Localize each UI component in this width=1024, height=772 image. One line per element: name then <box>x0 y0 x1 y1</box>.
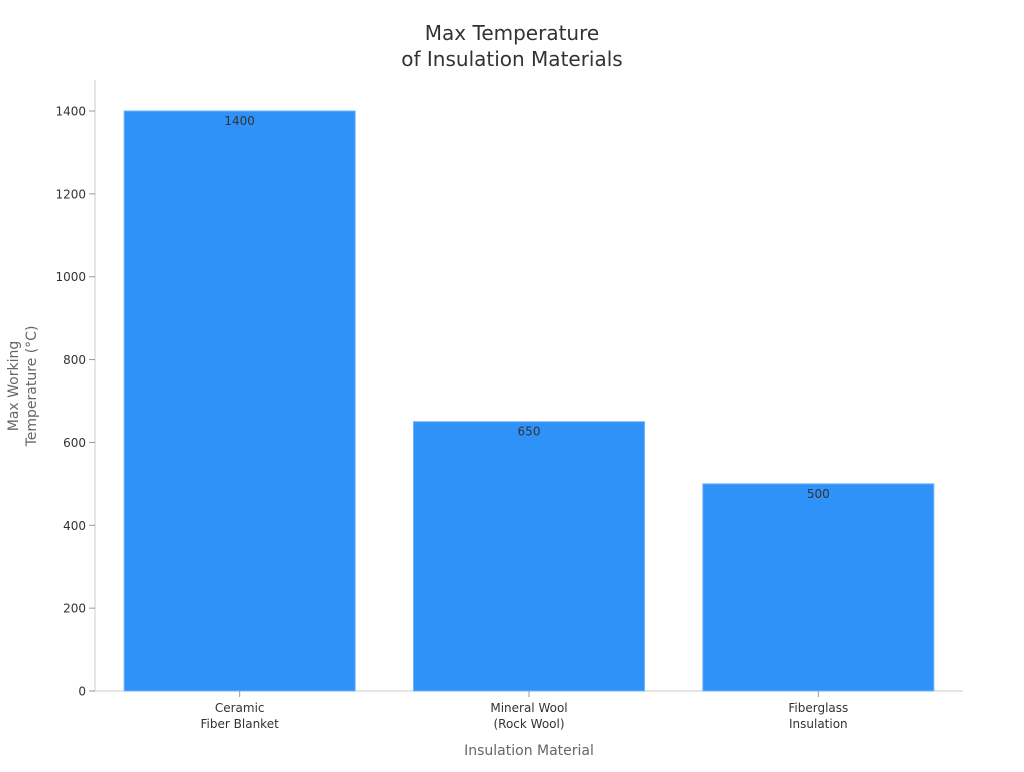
bar-data-label: 500 <box>807 487 830 501</box>
x-tick-label: Fiberglass <box>788 701 848 715</box>
y-tick-label: 400 <box>63 519 86 533</box>
x-tick-label: Fiber Blanket <box>201 717 280 731</box>
chart-title-line-2: of Insulation Materials <box>401 47 622 71</box>
y-axis-label: Max Working Temperature (°C) <box>6 326 40 448</box>
bar <box>702 483 935 692</box>
y-axis-label-line-1: Max Working <box>6 341 22 432</box>
x-axis-label: Insulation Material <box>464 743 594 759</box>
x-tick-label: Mineral Wool <box>490 701 567 715</box>
y-tick-label: 1000 <box>55 270 86 284</box>
x-tick-label: (Rock Wool) <box>493 717 564 731</box>
y-axis-label-line-2: Temperature (°C) <box>24 326 40 448</box>
y-tick-label: 800 <box>63 353 86 367</box>
y-tick-label: 200 <box>63 602 86 616</box>
y-tick-label: 0 <box>78 685 86 699</box>
bar-data-label: 650 <box>518 425 541 439</box>
x-tick-label: Ceramic <box>215 701 265 715</box>
y-tick-label: 600 <box>63 436 86 450</box>
bar <box>123 110 356 692</box>
bar-data-label: 1400 <box>224 114 255 128</box>
y-tick-label: 1200 <box>55 187 86 201</box>
chart-title-line-1: Max Temperature <box>425 21 599 45</box>
y-tick-label: 1400 <box>55 105 86 119</box>
x-tick-label: Insulation <box>789 717 848 731</box>
bar <box>413 421 645 692</box>
